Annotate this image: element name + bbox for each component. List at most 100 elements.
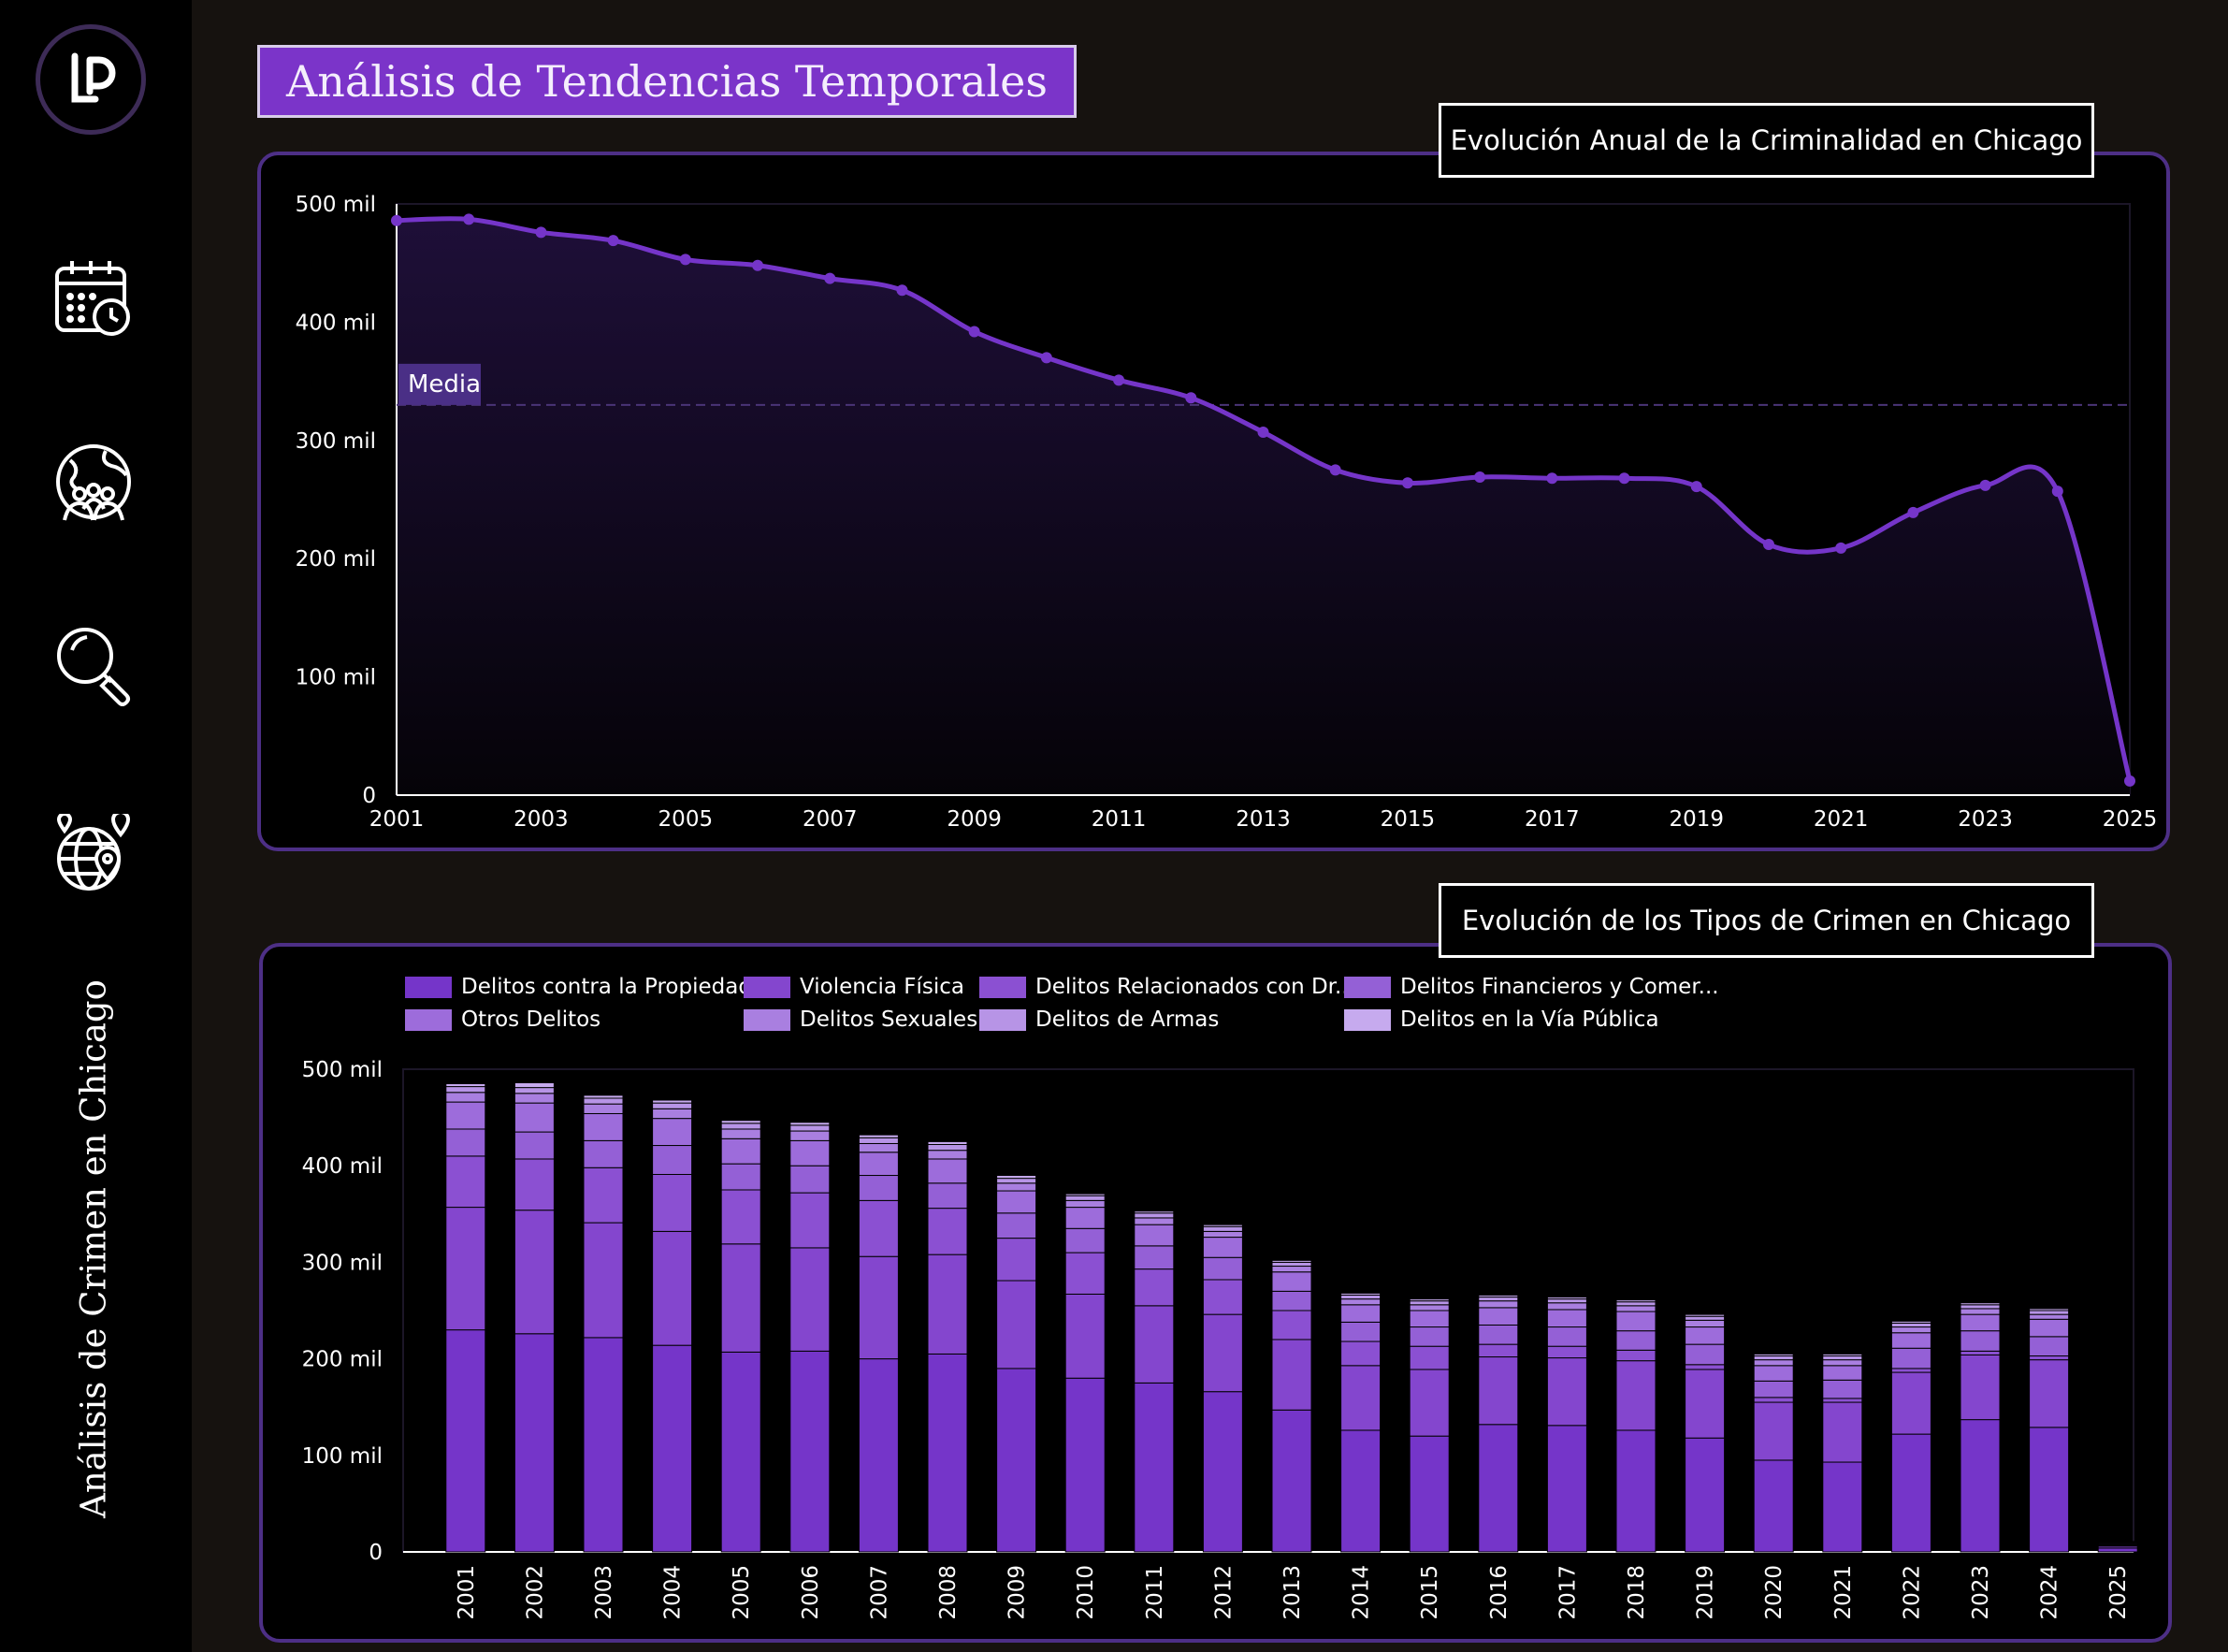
- calendar-clock-icon[interactable]: [51, 257, 136, 341]
- legend-item[interactable]: Delitos Financieros y Comer...: [1344, 975, 1719, 999]
- bar-segment-2019: [1685, 1343, 1726, 1366]
- bar-segment-2011: [1134, 1305, 1175, 1384]
- sidebar: Análisis de Crimen en Chicago: [0, 0, 192, 1652]
- data-point-2010: [1040, 352, 1052, 364]
- bar-segment-2013: [1271, 1290, 1312, 1311]
- lp-logo-icon[interactable]: [36, 24, 146, 135]
- bar-segment-2005: [720, 1123, 761, 1130]
- bar-segment-2013: [1271, 1261, 1312, 1268]
- dashboard-title: Análisis de Crimen en Chicago: [73, 979, 114, 1518]
- x-tick-label: 2013: [1280, 1565, 1305, 1620]
- bar-segment-2006: [789, 1130, 831, 1141]
- bar-segment-2022: [1890, 1332, 1931, 1349]
- bar-segment-2006: [789, 1350, 831, 1553]
- bar-segment-2020: [1753, 1397, 1794, 1403]
- y-tick-label: 300 mil: [302, 1251, 383, 1275]
- annual-crime-chart-title: Evolución Anual de la Criminalidad en Ch…: [1439, 103, 2094, 178]
- y-tick-label: 500 mil: [296, 193, 376, 217]
- bar-segment-2008: [927, 1253, 968, 1355]
- data-point-2025: [2124, 775, 2135, 787]
- globe-people-icon[interactable]: [51, 440, 136, 524]
- x-tick-label: 2016: [1487, 1565, 1512, 1620]
- legend-swatch: [1344, 976, 1391, 998]
- x-tick-label: 2021: [1831, 1565, 1856, 1620]
- legend-item[interactable]: Violencia Física: [744, 975, 964, 999]
- y-tick-label: 200 mil: [302, 1348, 383, 1372]
- bar-segment-2001: [445, 1101, 486, 1130]
- x-tick-label: 2017: [1555, 1565, 1580, 1620]
- crime-types-bar-chart: 0 100 mil 200 mil 300 mil 400 mil 500 mil 2001…: [302, 1058, 2138, 1620]
- legend-swatch: [744, 1008, 790, 1031]
- x-tick-label: 2025: [2103, 807, 2158, 832]
- bar-segment-2012: [1202, 1256, 1243, 1281]
- data-point-2013: [1257, 426, 1269, 438]
- bar-segment-2011: [1134, 1224, 1175, 1247]
- bar-segment-2003: [583, 1097, 624, 1105]
- bar-segment-2021: [1822, 1398, 1863, 1403]
- legend-item[interactable]: Delitos Relacionados con Dr...: [979, 975, 1355, 999]
- legend-item[interactable]: Delitos en la Vía Pública: [1344, 1007, 1659, 1032]
- y-tick-label: 300 mil: [296, 429, 376, 454]
- legend-item[interactable]: Otros Delitos: [405, 1007, 600, 1032]
- bar-segment-2021: [1822, 1401, 1863, 1463]
- bar-segment-2013: [1271, 1310, 1312, 1340]
- bar-segment-2005: [720, 1243, 761, 1353]
- bar-segment-2015: [1409, 1304, 1450, 1311]
- bar-segment-2009: [996, 1238, 1037, 1282]
- x-tick-label: 2009: [1005, 1565, 1030, 1620]
- bar-segment-2024: [2029, 1336, 2070, 1357]
- bar-segment-2001: [445, 1082, 486, 1088]
- bar-segment-2001: [445, 1155, 486, 1209]
- bar-segment-2024: [2029, 1308, 2070, 1311]
- bar-segment-2014: [1340, 1429, 1382, 1553]
- bar-segment-2017: [1546, 1326, 1587, 1347]
- x-tick-label: 2006: [799, 1565, 823, 1620]
- bar-segment-2021: [1822, 1365, 1863, 1381]
- bar-segment-2024: [2029, 1355, 2070, 1361]
- bar-segment-2011: [1134, 1268, 1175, 1307]
- legend-item[interactable]: Delitos de Armas: [979, 1007, 1219, 1032]
- x-tick-label: 2019: [1694, 1565, 1718, 1620]
- bar-segment-2022: [1890, 1347, 1931, 1369]
- bar-segment-2009: [996, 1368, 1037, 1553]
- legend-label: Delitos Relacionados con Dr...: [1035, 975, 1355, 999]
- legend-swatch: [979, 976, 1026, 998]
- bar-segment-2024: [2029, 1310, 2070, 1315]
- x-tick-label: 2003: [514, 807, 569, 832]
- bar-segment-2005: [720, 1128, 761, 1139]
- bar-segment-2009: [996, 1212, 1037, 1239]
- legend-item[interactable]: Delitos contra la Propiedad: [405, 975, 752, 999]
- bar-segment-2023: [1960, 1304, 2001, 1310]
- legend-label: Delitos Sexuales: [800, 1007, 978, 1032]
- bar-segment-2024: [2029, 1313, 2070, 1320]
- bar-segment-2014: [1340, 1340, 1382, 1367]
- bar-segment-2021: [1822, 1379, 1863, 1399]
- legend-item[interactable]: Delitos Sexuales: [744, 1007, 977, 1032]
- bar-segment-2007: [858, 1134, 899, 1138]
- chart-legend: Delitos contra la Propiedad Violencia Fís…: [405, 975, 1719, 1050]
- bar-segment-2009: [996, 1280, 1037, 1369]
- bar-segment-2020: [1753, 1365, 1794, 1382]
- legend-swatch: [405, 1008, 452, 1031]
- data-point-2022: [1907, 506, 1919, 518]
- bar-segment-2012: [1202, 1224, 1243, 1227]
- magnifier-icon[interactable]: [51, 622, 136, 706]
- y-tick-label: 400 mil: [296, 311, 376, 335]
- bar-segment-2012: [1202, 1225, 1243, 1232]
- x-tick-label: 2002: [523, 1565, 547, 1620]
- x-tick-label: 2007: [803, 807, 858, 832]
- bar-segment-2002: [514, 1210, 555, 1335]
- bar-segment-2005: [720, 1138, 761, 1165]
- bar-segment-2019: [1685, 1319, 1726, 1328]
- bar-segment-2007: [858, 1255, 899, 1360]
- bar-segment-2003: [583, 1112, 624, 1141]
- globe-location-icon[interactable]: [51, 810, 136, 898]
- bar-segment-2017: [1546, 1357, 1587, 1427]
- bar-segment-2005: [720, 1189, 761, 1245]
- y-tick-label: 500 mil: [302, 1058, 383, 1082]
- bar-segment-2009: [996, 1190, 1037, 1214]
- bar-segment-2020: [1753, 1359, 1794, 1367]
- x-tick-label: 2001: [455, 1565, 479, 1620]
- bar-segment-2008: [927, 1353, 968, 1553]
- bar-segment-2003: [583, 1094, 624, 1099]
